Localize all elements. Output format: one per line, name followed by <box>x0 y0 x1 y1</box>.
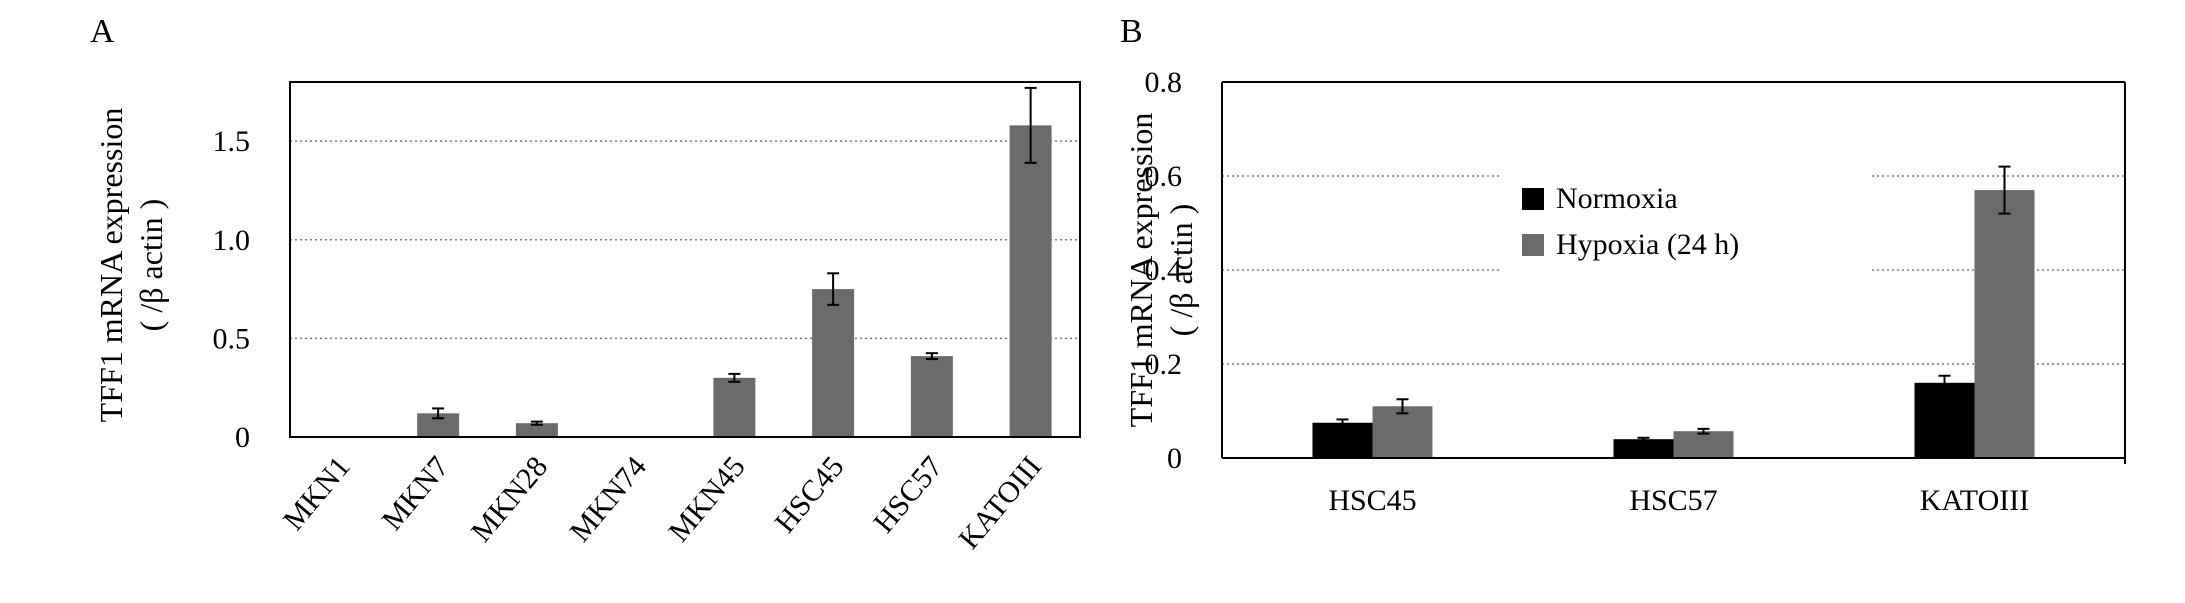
panel-a-x-tick-labels: MKN1 MKN7 MKN28 MKN74 MKN45 HSC45 HSC57 KATOIII <box>277 450 1048 555</box>
panel-a-x-tick-label: MKN45 <box>662 450 752 548</box>
panel-b-y-tick-label: 0.4 <box>1145 254 1183 287</box>
panel-b-legend: Normoxia Hypoxia (24 h) <box>1502 172 1870 274</box>
panel-b-x-tick-label: HSC45 <box>1328 484 1416 517</box>
panel-a-bar <box>1009 125 1052 437</box>
panel-b-bar-hypoxia <box>1974 190 2035 458</box>
panel-a-gridlines <box>290 140 1080 340</box>
panel-b: B TFF1 mRNA expression ( /β actin ) 0 0.2… <box>1120 13 2126 517</box>
panel-b-y-tick-label: 0.2 <box>1145 348 1183 381</box>
panel-a-error-bars <box>432 86 1037 426</box>
panel-b-error-bars <box>1336 165 2011 442</box>
panel-a-y-tick-label: 1.0 <box>213 224 251 257</box>
panel-b-x-tick-labels: HSC45 HSC57 KATOIII <box>1328 484 2029 517</box>
panel-a-x-tick-label: MKN28 <box>465 450 555 548</box>
panel-b-x-tick-label: KATOIII <box>1920 484 2029 517</box>
panel-a-x-tick-label: HSC45 <box>768 450 850 539</box>
panel-b-bar-normoxia <box>1914 382 1975 458</box>
panel-a-bars <box>318 125 1052 437</box>
panel-b-legend-swatch-normoxia <box>1522 188 1544 210</box>
panel-a-x-tick-label: HSC57 <box>867 450 949 539</box>
panel-a-x-tick-label: KATOIII <box>952 450 1048 555</box>
panel-b-legend-label-hypoxia: Hypoxia (24 h) <box>1556 228 1739 261</box>
panel-a-bar <box>713 377 756 437</box>
panel-a-ylabel-line2: ( /β actin ) <box>133 199 169 332</box>
panel-a-y-tick-label: 0 <box>235 421 250 454</box>
panel-b-bar-hypoxia <box>1673 431 1734 458</box>
panel-a-letter: A <box>90 13 115 50</box>
panel-b-bar-hypoxia <box>1372 406 1433 458</box>
panel-b-legend-box <box>1502 172 1870 274</box>
panel-b-y-tick-label: 0 <box>1167 442 1182 475</box>
panel-a-plot-frame <box>289 81 1081 438</box>
panel-a-ylabel-line1: TFF1 mRNA expression <box>93 108 129 423</box>
panel-a-bar <box>417 413 460 437</box>
panel-a-y-tick-labels: 0 0.5 1.0 1.5 <box>213 125 251 454</box>
panel-b-legend-swatch-hypoxia <box>1522 234 1544 256</box>
panel-b-ylabel-line1: TFF1 mRNA expression <box>1123 113 1159 428</box>
panel-b-letter: B <box>1120 13 1143 50</box>
panel-a-x-tick-label: MKN74 <box>563 450 653 548</box>
panel-b-y-tick-label: 0.6 <box>1145 160 1183 193</box>
panel-a: A TFF1 mRNA expression ( /β actin ) 0 0.5… <box>90 13 1081 555</box>
panel-b-ylabel-line2: ( /β actin ) <box>1163 204 1199 337</box>
panel-a-bar <box>910 356 953 437</box>
panel-b-axes <box>1221 81 2126 464</box>
panel-a-bar <box>515 423 558 437</box>
panel-a-y-tick-label: 1.5 <box>213 125 251 158</box>
panel-b-bars <box>1312 190 2035 458</box>
panel-b-y-tick-label: 0.8 <box>1145 66 1183 99</box>
panel-a-x-tick-label: MKN1 <box>277 450 357 536</box>
panel-a-bar <box>812 289 855 437</box>
panel-a-x-tick-label: MKN7 <box>376 450 456 536</box>
panel-b-y-tick-labels: 0 0.2 0.4 0.6 0.8 <box>1145 66 1183 475</box>
panel-b-legend-label-normoxia: Normoxia <box>1556 182 1678 215</box>
panel-a-y-tick-label: 0.5 <box>213 322 251 355</box>
panel-b-x-tick-label: HSC57 <box>1629 484 1717 517</box>
panel-b-bar-normoxia <box>1613 439 1674 458</box>
panel-b-bar-normoxia <box>1312 422 1373 458</box>
